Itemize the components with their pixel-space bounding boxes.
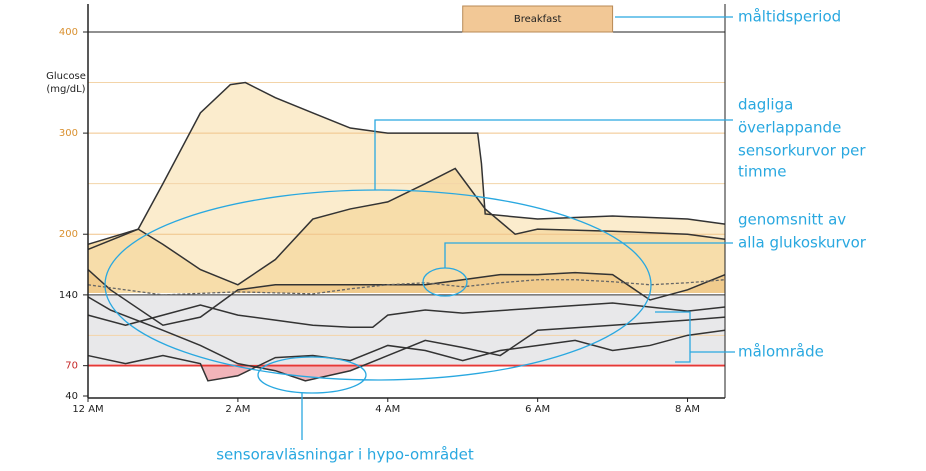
x-tick-label: 12 AM xyxy=(72,404,103,415)
area-fill xyxy=(88,269,725,293)
annotation: alla glukoskurvor xyxy=(738,234,867,252)
x-tick-label: 2 AM xyxy=(225,404,250,415)
x-tick-label: 4 AM xyxy=(375,404,400,415)
y-tick-label: 140 xyxy=(59,290,78,301)
meal-label: Breakfast xyxy=(514,14,562,25)
leader-line xyxy=(374,119,733,190)
series-line xyxy=(87,269,726,327)
series-line xyxy=(87,81,726,251)
annotation: sensorkurvor per xyxy=(738,142,866,160)
series-line xyxy=(87,279,726,296)
y-tick-label: 40 xyxy=(65,391,78,402)
y-axis-label: (mg/dL) xyxy=(46,84,85,95)
y-tick-label: 400 xyxy=(59,27,78,38)
annotation: timme xyxy=(738,163,787,181)
series-line xyxy=(87,302,726,328)
callout-ellipse xyxy=(104,189,652,381)
bracket xyxy=(655,311,735,363)
annotations: måltidsperiod dagliga överlappande senso… xyxy=(104,8,867,464)
callout-ellipse xyxy=(257,356,367,394)
annotation: genomsnitt av xyxy=(738,211,846,229)
series-line xyxy=(87,329,726,382)
y-tick-label: 300 xyxy=(59,128,78,139)
y-tick-label: 200 xyxy=(59,229,78,240)
annotation: målområde xyxy=(738,343,824,361)
series-line xyxy=(87,167,726,286)
y-axis-label: Glucose xyxy=(46,71,86,82)
annotation: måltidsperiod xyxy=(738,8,841,26)
series-line xyxy=(87,296,726,382)
annotation: dagliga xyxy=(738,96,793,114)
leader-line xyxy=(444,242,733,268)
x-tick-label: 6 AM xyxy=(525,404,550,415)
area-fill xyxy=(88,168,725,293)
y-tick-label: 70 xyxy=(65,361,78,372)
meal-period xyxy=(462,5,614,33)
annotation: sensoravläsningar i hypo-området xyxy=(216,446,474,464)
x-tick-label: 8 AM xyxy=(675,404,700,415)
annotation: överlappande xyxy=(738,119,841,137)
